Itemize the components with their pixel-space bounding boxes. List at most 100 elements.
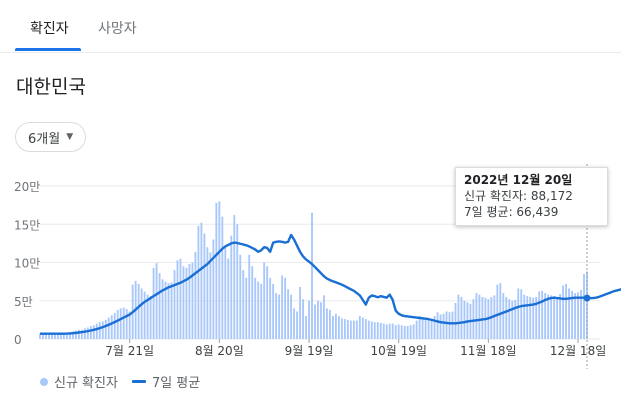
daily-cases-bar — [397, 324, 400, 339]
x-tick-label: 12월 18일 — [550, 344, 606, 358]
cases-chart[interactable]: 0 5만 10만 15만 20만 7월 21일 8월 20일 9월 19일 10월 19일 11… — [0, 160, 621, 370]
daily-cases-bar — [164, 281, 167, 339]
daily-cases-bar — [526, 296, 529, 339]
daily-cases-bar — [364, 319, 367, 339]
daily-cases-bar — [574, 293, 576, 339]
daily-cases-bar — [77, 329, 80, 339]
daily-cases-bar — [293, 308, 295, 339]
daily-cases-bar — [68, 332, 71, 339]
daily-cases-bar — [158, 273, 161, 339]
y-tick-label: 15만 — [14, 218, 40, 232]
daily-cases-bar — [203, 233, 206, 339]
daily-cases-bar — [317, 300, 319, 339]
daily-cases-bar — [448, 312, 451, 339]
daily-cases-bar — [544, 293, 547, 339]
daily-cases-bar — [352, 320, 355, 339]
daily-cases-bar — [74, 330, 77, 339]
daily-cases-bar — [206, 247, 209, 339]
daily-cases-bar — [62, 333, 65, 339]
daily-cases-bar — [391, 323, 394, 339]
daily-cases-bar — [520, 289, 523, 339]
daily-cases-bar — [433, 316, 436, 339]
daily-cases-bar — [119, 308, 122, 339]
daily-cases-bar — [39, 333, 41, 339]
daily-cases-bar — [269, 277, 272, 339]
daily-cases-bar — [550, 295, 553, 339]
daily-cases-bar — [224, 247, 227, 339]
daily-cases-bar — [329, 309, 331, 339]
daily-cases-bar — [194, 251, 197, 339]
daily-cases-bar — [137, 283, 140, 339]
daily-cases-bar — [382, 323, 385, 339]
x-tick-label: 11월 18일 — [460, 344, 516, 358]
daily-cases-bar — [311, 212, 313, 339]
daily-cases-bar — [143, 291, 146, 339]
daily-cases-bar — [308, 300, 310, 339]
daily-cases-bar — [281, 275, 284, 339]
daily-cases-bar — [170, 282, 173, 339]
daily-cases-bar — [337, 316, 340, 339]
daily-cases-bar — [529, 296, 532, 339]
daily-cases-bar — [385, 324, 388, 339]
daily-cases-bar — [80, 329, 83, 339]
daily-cases-bar — [299, 286, 301, 339]
tab-confirmed-cases[interactable]: 확진자 — [30, 21, 69, 37]
daily-cases-bar — [370, 321, 373, 339]
daily-cases-bar — [478, 294, 481, 339]
daily-cases-bar — [388, 323, 391, 339]
chart-legend: 신규 확진자 7일 평균 — [40, 372, 200, 391]
daily-cases-bar — [149, 296, 152, 339]
x-tick-label: 9월 19일 — [285, 344, 334, 358]
daily-cases-bar — [239, 254, 242, 339]
daily-cases-bar — [568, 288, 570, 339]
period-dropdown[interactable]: 6개월 ▼ — [15, 122, 87, 152]
daily-cases-bar — [346, 319, 349, 339]
daily-cases-bar — [248, 254, 251, 339]
daily-cases-bar — [334, 313, 337, 339]
chart-tooltip: 2022년 12월 20일 신규 확진자: 88,172 7일 평균: 66,4… — [455, 167, 608, 226]
daily-cases-bar — [403, 325, 406, 339]
daily-cases-bar — [116, 309, 119, 339]
daily-cases-bar — [323, 295, 325, 339]
tab-deaths[interactable]: 사망자 — [98, 21, 137, 37]
daily-cases-bar — [278, 294, 281, 339]
daily-cases-bar — [367, 320, 370, 339]
daily-cases-bar — [155, 263, 158, 339]
chevron-down-icon: ▼ — [66, 132, 74, 142]
daily-cases-bar — [355, 320, 358, 339]
daily-cases-bar — [535, 296, 538, 339]
daily-cases-bar — [508, 299, 511, 339]
daily-cases-bar — [326, 308, 328, 339]
daily-cases-bar — [320, 302, 322, 339]
daily-cases-bar — [538, 291, 541, 339]
y-tick-label: 0 — [14, 333, 22, 347]
daily-cases-bar — [263, 262, 266, 339]
daily-cases-bar — [454, 303, 457, 339]
daily-cases-bar — [499, 283, 502, 339]
daily-cases-bar — [284, 277, 287, 339]
daily-cases-bar — [54, 333, 56, 339]
y-tick-label: 10만 — [14, 257, 40, 271]
daily-cases-bar — [358, 316, 361, 339]
daily-cases-bar — [51, 333, 53, 339]
daily-cases-bar — [45, 333, 47, 339]
daily-cases-bar — [215, 202, 218, 339]
daily-cases-bar — [71, 331, 74, 339]
daily-cases-bar — [340, 318, 343, 339]
daily-cases-bar — [541, 290, 544, 339]
daily-cases-bar — [221, 216, 224, 339]
daily-cases-bar — [122, 307, 125, 339]
daily-cases-bar — [86, 327, 89, 339]
daily-cases-bar — [287, 289, 290, 339]
daily-cases-bar — [236, 224, 239, 339]
daily-cases-bar — [430, 320, 433, 339]
daily-cases-bar — [577, 292, 579, 339]
daily-cases-bar — [457, 294, 460, 339]
daily-cases-bar — [580, 290, 582, 339]
daily-cases-bar — [197, 225, 200, 339]
daily-cases-bar — [571, 290, 573, 339]
daily-cases-bar — [146, 294, 149, 339]
daily-cases-bar — [83, 328, 86, 339]
daily-cases-bar — [556, 296, 559, 339]
daily-cases-bar — [496, 284, 499, 339]
